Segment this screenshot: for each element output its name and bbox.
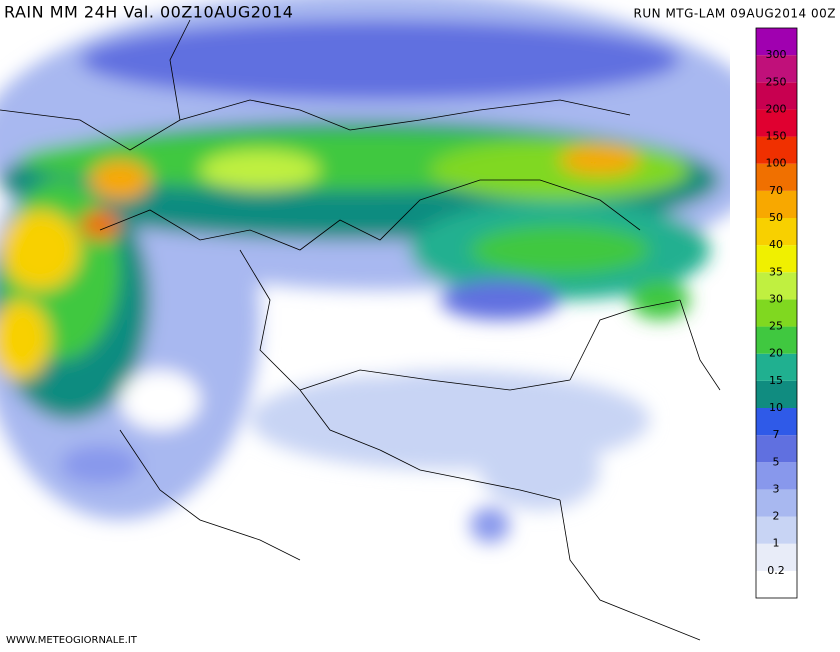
legend-swatch	[756, 353, 797, 381]
legend-label: 20	[769, 347, 783, 360]
legend-label: 30	[769, 292, 783, 305]
legend-label: 2	[773, 510, 780, 523]
legend-swatch	[756, 408, 797, 436]
map-title: RAIN MM 24H Val. 00Z10AUG2014	[4, 3, 293, 22]
legend-swatch	[756, 489, 797, 517]
legend-label: 0.2	[767, 564, 785, 577]
legend-label: 15	[769, 374, 783, 387]
legend-label: 100	[766, 157, 787, 170]
legend: 0.21235710152025303540507010015020025030…	[755, 27, 798, 599]
legend-swatch	[756, 245, 797, 273]
legend-label: 150	[766, 130, 787, 143]
rain-map	[0, 0, 730, 641]
legend-swatch	[756, 326, 797, 354]
legend-label: 5	[773, 455, 780, 468]
legend-swatch	[756, 55, 797, 83]
legend-label: 300	[766, 48, 787, 61]
legend-swatch	[756, 435, 797, 463]
legend-label: 200	[766, 102, 787, 115]
legend-swatch	[756, 570, 797, 598]
legend-swatch	[756, 28, 797, 56]
legend-swatch	[756, 516, 797, 544]
legend-swatch	[756, 462, 797, 490]
legend-swatch	[756, 190, 797, 218]
legend-swatch	[756, 299, 797, 327]
legend-label: 3	[773, 482, 780, 495]
credit: WWW.METEOGIORNALE.IT	[6, 635, 138, 646]
legend-label: 250	[766, 75, 787, 88]
legend-label: 35	[769, 265, 783, 278]
legend-label: 70	[769, 184, 783, 197]
legend-label: 1	[773, 537, 780, 550]
run-info: RUN MTG-LAM 09AUG2014 00Z	[634, 7, 836, 21]
legend-swatch	[756, 82, 797, 110]
legend-swatch	[756, 380, 797, 408]
legend-label: 40	[769, 238, 783, 251]
legend-label: 7	[773, 428, 780, 441]
legend-swatch	[756, 218, 797, 246]
legend-frame	[755, 27, 798, 599]
legend-label: 50	[769, 211, 783, 224]
legend-swatch	[756, 136, 797, 164]
legend-label: 10	[769, 401, 783, 414]
legend-swatch	[756, 163, 797, 191]
legend-swatch	[756, 543, 797, 571]
legend-swatch	[756, 109, 797, 137]
legend-swatch	[756, 272, 797, 300]
legend-label: 25	[769, 320, 783, 333]
